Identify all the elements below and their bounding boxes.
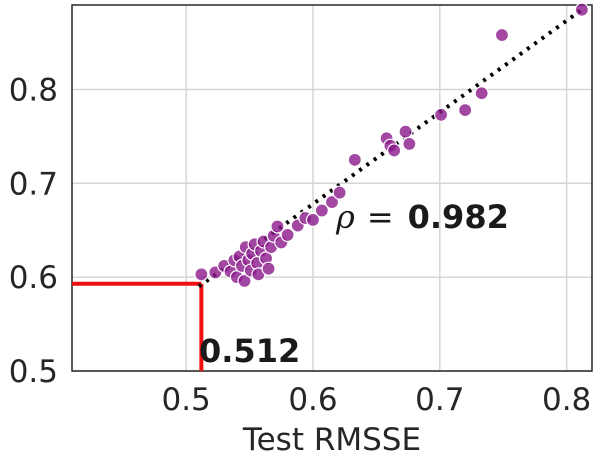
x-tick-label-1: 0.6	[288, 382, 337, 418]
data-point-38	[458, 103, 473, 118]
data-point-28	[314, 203, 329, 218]
rho-equals: =	[367, 198, 394, 236]
data-point-19	[261, 261, 276, 276]
data-point-0	[194, 267, 209, 282]
rho-annotation: ρ = 0.982	[335, 198, 509, 236]
data-point-34	[387, 143, 402, 158]
x-tick-label-2: 0.7	[415, 382, 464, 418]
min-marker-lines	[72, 281, 204, 371]
rho-value: 0.982	[408, 198, 509, 236]
min-rmsse-label: 0.512	[199, 332, 300, 370]
data-point-37	[433, 107, 449, 122]
data-points	[194, 2, 589, 289]
data-point-30	[332, 185, 347, 200]
data-point-29	[324, 194, 340, 210]
x-tick-label-3: 0.8	[542, 382, 591, 418]
y-tick-label-3: 0.8	[9, 72, 58, 108]
data-point-40	[494, 27, 510, 43]
x-tick-labels: 0.5 0.6 0.7 0.8	[161, 382, 591, 418]
y-tick-labels: 0.5 0.6 0.7 0.8	[9, 72, 58, 390]
data-point-22	[270, 219, 285, 234]
data-point-24	[280, 227, 295, 243]
data-point-36	[402, 136, 417, 151]
x-axis-title: Test RMSSE	[242, 422, 421, 458]
data-point-39	[474, 86, 489, 101]
data-point-27	[305, 212, 321, 228]
y-tick-label-1: 0.6	[9, 260, 58, 296]
data-point-41	[574, 2, 589, 17]
x-tick-label-0: 0.5	[161, 382, 210, 418]
data-point-8	[237, 273, 252, 289]
rho-symbol: ρ	[335, 198, 355, 236]
y-tick-label-0: 0.5	[9, 354, 58, 390]
plot-frame	[71, 4, 593, 372]
data-point-31	[347, 152, 362, 167]
data-point-35	[398, 124, 413, 139]
y-tick-label-2: 0.7	[9, 166, 58, 202]
